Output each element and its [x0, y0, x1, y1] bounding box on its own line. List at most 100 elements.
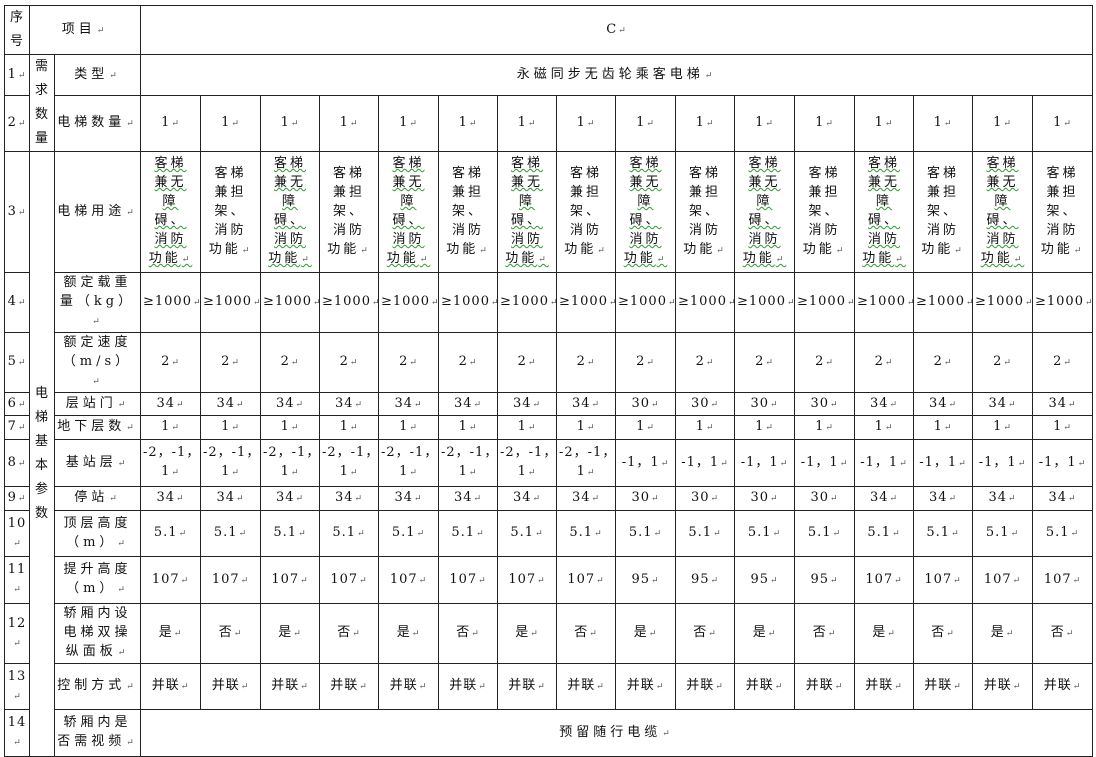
row-value: ≥1000: [438, 272, 498, 333]
row-value: 并联: [140, 663, 201, 710]
row-number: 12: [4, 603, 30, 664]
table-row: 11提升高度（m）1071071071071071071071079595959…: [4, 556, 1093, 604]
row-value: 34: [200, 486, 261, 511]
row-number: 14: [4, 709, 30, 757]
row-value: 否: [913, 603, 973, 664]
row-value: 1: [675, 95, 735, 152]
row-value: -2，-1，1: [260, 439, 320, 487]
row-value: 2: [972, 332, 1033, 393]
row-value: 5.1: [319, 510, 379, 557]
row-number: 6: [4, 392, 30, 416]
row-value: 5.1: [794, 510, 855, 557]
row-value: 107: [260, 556, 320, 604]
row-value: 5.1: [675, 510, 735, 557]
row-value: 2: [497, 332, 557, 393]
row-value: 95: [615, 556, 676, 604]
row-value: ≥1000: [794, 272, 855, 333]
row-value: ≥1000: [497, 272, 557, 333]
row-value: 30: [794, 486, 855, 511]
row-number: 13: [4, 663, 30, 710]
row-value: ≥1000: [260, 272, 320, 333]
row-value: 客梯兼无障碍、消防功能: [615, 151, 676, 273]
row-value: 客梯兼无障碍、消防功能: [854, 151, 914, 273]
row-value: 否: [675, 603, 735, 664]
row-value: 34: [200, 392, 261, 416]
row-value: 34: [556, 392, 616, 416]
row-value: 1: [497, 415, 557, 440]
row-value: ≥1000: [854, 272, 914, 333]
row-value: 是: [260, 603, 320, 664]
row-label: 电梯用途: [54, 151, 141, 273]
row-value: 1: [260, 95, 320, 152]
row-value: 客梯兼担架、消防功能: [913, 151, 973, 273]
row-value: 1: [378, 95, 439, 152]
row-label: 顶层高度（m）: [54, 510, 141, 557]
row-value: 107: [854, 556, 914, 604]
group-basic-params: 电梯基本参数: [29, 151, 55, 757]
row-value: 30: [675, 486, 735, 511]
row-label: 停站: [54, 486, 141, 511]
row-value: 34: [438, 486, 498, 511]
row-value: 2: [260, 332, 320, 393]
row-value: 107: [319, 556, 379, 604]
row-value: -1，1: [615, 439, 676, 487]
row-value: 1: [1032, 415, 1093, 440]
row-value: ≥1000: [200, 272, 261, 333]
row-number: 8: [4, 439, 30, 487]
table-row: 9停站34343434343434343030303034343434: [4, 486, 1093, 511]
row-value: 1: [794, 415, 855, 440]
row-number: 2: [4, 95, 30, 152]
row-value: 并联: [378, 663, 439, 710]
row-value: 客梯兼无障碍、消防功能: [140, 151, 201, 273]
row-value: 1: [913, 95, 973, 152]
row-value: 5.1: [556, 510, 616, 557]
row-label: 轿厢内是否需视频: [54, 709, 141, 757]
row-value: 107: [378, 556, 439, 604]
row-value: 是: [378, 603, 439, 664]
row-value: 30: [794, 392, 855, 416]
row-value: 客梯兼担架、消防功能: [556, 151, 616, 273]
row-value: 是: [734, 603, 795, 664]
row-value: 34: [497, 392, 557, 416]
row-value: ≥1000: [556, 272, 616, 333]
row-value: 5.1: [438, 510, 498, 557]
row-value: -2，-1，1: [497, 439, 557, 487]
row-value: 2: [794, 332, 855, 393]
row-value: 2: [734, 332, 795, 393]
row-value: -1，1: [913, 439, 973, 487]
row-value: 107: [1032, 556, 1093, 604]
row-value: -1，1: [675, 439, 735, 487]
header-item: 项目: [29, 5, 141, 55]
row-value: 并联: [497, 663, 557, 710]
row-value: 1: [319, 415, 379, 440]
row-value: -1，1: [1032, 439, 1093, 487]
header-row: 序号 项目 C: [4, 5, 1093, 55]
row-value: 107: [140, 556, 201, 604]
row-value: -2，-1，1: [200, 439, 261, 487]
row-value: 34: [1032, 486, 1093, 511]
row-label: 提升高度（m）: [54, 556, 141, 604]
row-value: ≥1000: [1032, 272, 1093, 333]
row-value: 是: [615, 603, 676, 664]
row-value: -1，1: [854, 439, 914, 487]
row-number: 3: [4, 151, 30, 273]
row-value: ≥1000: [615, 272, 676, 333]
row-value: 客梯兼担架、消防功能: [675, 151, 735, 273]
row-number: 9: [4, 486, 30, 511]
row-value: 34: [854, 486, 914, 511]
row-value: 2: [913, 332, 973, 393]
row-value: -1，1: [972, 439, 1033, 487]
row-value: 34: [438, 392, 498, 416]
row-value: ≥1000: [734, 272, 795, 333]
header-seq: 序号: [4, 5, 30, 55]
row-value: 5.1: [734, 510, 795, 557]
row-value: 107: [972, 556, 1033, 604]
row-value: -2，-1，1: [556, 439, 616, 487]
row-value: 1: [556, 95, 616, 152]
row-value: 1: [972, 95, 1033, 152]
row-value: -2，-1，1: [140, 439, 201, 487]
row-value: 是: [854, 603, 914, 664]
row-value: 5.1: [378, 510, 439, 557]
row-value: 34: [260, 486, 320, 511]
row-value: 1: [615, 415, 676, 440]
